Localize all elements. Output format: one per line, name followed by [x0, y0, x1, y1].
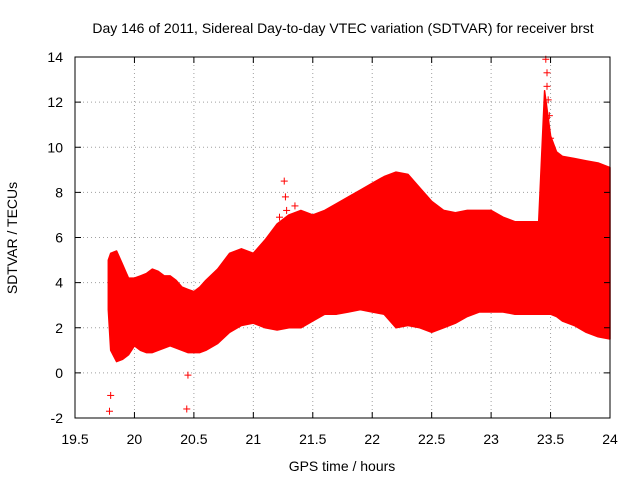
- x-tick-label: 19.5: [61, 431, 88, 447]
- data-point: [283, 206, 291, 214]
- x-tick-label: 23: [483, 431, 499, 447]
- data-point: [543, 69, 551, 77]
- y-tick-label: 0: [55, 365, 63, 381]
- y-tick-label: 12: [47, 94, 63, 110]
- y-tick-label: 4: [55, 275, 63, 291]
- x-tick-label: 22.5: [418, 431, 445, 447]
- data-point: [281, 193, 289, 201]
- y-tick-labels: -2 0 2 4 6 8 10 12 14: [47, 49, 63, 426]
- data-point: [544, 96, 552, 104]
- data-point: [105, 407, 113, 415]
- data-point: [291, 202, 299, 210]
- data-point: [280, 177, 288, 185]
- y-tick-label: 14: [47, 49, 63, 65]
- data-point: [183, 405, 191, 413]
- x-tick-label: 21.5: [299, 431, 326, 447]
- y-tick-label: 2: [55, 320, 63, 336]
- x-tick-label: 21: [246, 431, 262, 447]
- y-axis-label: SDTVAR / TECUs: [4, 182, 20, 294]
- data-point: [184, 371, 192, 379]
- x-tick-label: 23.5: [537, 431, 564, 447]
- x-tick-label: 20.5: [180, 431, 207, 447]
- data-point: [547, 134, 555, 142]
- axis-ticks: [74, 56, 611, 419]
- y-tick-label: -2: [51, 410, 64, 426]
- data-point: [107, 391, 115, 399]
- data-point: [545, 112, 553, 120]
- y-tick-label: 8: [55, 184, 63, 200]
- data-point: [275, 213, 283, 221]
- x-axis-label: GPS time / hours: [289, 458, 396, 474]
- y-tick-label: 10: [47, 139, 63, 155]
- x-tick-label: 24: [602, 431, 618, 447]
- x-tick-label: 20: [127, 431, 143, 447]
- data-point: [548, 155, 556, 163]
- x-tick-labels: 19.5 20 20.5 21 21.5 22 22.5 23 23.5 24: [61, 431, 618, 447]
- y-tick-label: 6: [55, 230, 63, 246]
- chart-title: Day 146 of 2011, Sidereal Day-to-day VTE…: [92, 20, 593, 36]
- data-point: [549, 173, 557, 181]
- x-tick-label: 22: [364, 431, 380, 447]
- data-point: [551, 186, 559, 194]
- data-point: [543, 82, 551, 90]
